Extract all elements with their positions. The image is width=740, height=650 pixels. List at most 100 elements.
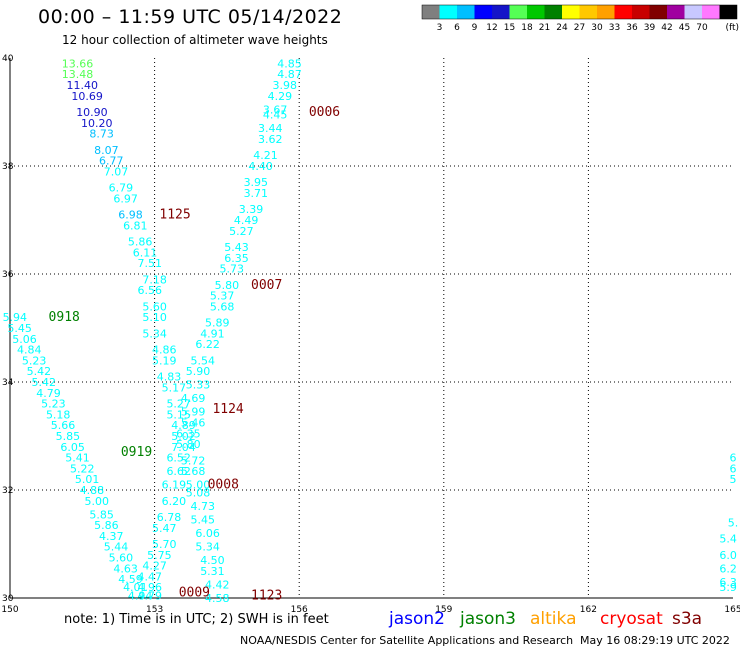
wave-height-point: 5.37: [210, 290, 235, 303]
wave-height-point: 5.19: [152, 354, 177, 367]
wave-height-point: 13.48: [62, 68, 94, 81]
wave-height-point: 4.79: [138, 589, 163, 602]
credit-line: NOAA/NESDIS Center for Satellite Applica…: [240, 634, 574, 647]
wave-height-point: 4.42: [205, 579, 230, 592]
wave-height-point: 5.70: [152, 538, 177, 551]
wave-height-point: 6.97: [113, 192, 138, 205]
wave-height-point: 6: [730, 462, 737, 475]
data-points: 13.6613.4811.4010.6910.9010.208.738.076.…: [3, 57, 739, 605]
colorbar-label: 15: [504, 23, 515, 33]
wave-height-point: 13.66: [62, 57, 94, 70]
wave-height-point: 5.60: [142, 300, 167, 313]
wave-height-point: 4.88: [80, 484, 105, 497]
wave-height-point: 5.42: [27, 365, 52, 378]
pass-labels: 0006 1125 0007 0918 1124 0919 0008 0009 1123: [49, 105, 341, 603]
wave-height-point: 6.78: [157, 511, 182, 524]
colorbar-label: 30: [591, 23, 603, 33]
wave-height-point: 5.90: [186, 365, 211, 378]
wave-height-point: 4.63: [113, 562, 138, 575]
wave-height-point: 6.56: [138, 284, 163, 297]
wave-height-point: 5.86: [128, 236, 153, 249]
wave-height-point: 5.23: [22, 354, 47, 367]
colorbar-swatch: [492, 5, 510, 19]
wave-height-point: 5.44: [104, 541, 129, 554]
wave-height-point: 10.90: [76, 106, 108, 119]
colorbar-swatch: [684, 5, 702, 19]
wave-height-point: 4.83: [157, 371, 182, 384]
wave-height-point: 5.08: [186, 487, 211, 500]
legend-cryosat: cryosat: [600, 609, 663, 629]
wave-height-point: 5.45: [7, 322, 32, 335]
wave-height-point: 5.27: [166, 398, 191, 411]
wave-height-point: 6.20: [162, 495, 187, 508]
pass-label: 0918: [49, 310, 80, 325]
pass-label: 0009: [179, 586, 210, 601]
wave-height-point: 5.18: [46, 408, 71, 421]
wave-height-point: 4.87: [277, 68, 302, 81]
wave-height-point: 6.62: [166, 465, 191, 478]
colorbar-label: 36: [626, 23, 638, 33]
wave-height-point: 8.73: [89, 128, 114, 141]
x-tick-label: 162: [580, 605, 597, 615]
wave-height-point: 5.94: [3, 311, 28, 324]
wave-height-point: 5.00: [85, 495, 110, 508]
wave-height-point: 4.94: [128, 589, 153, 602]
wave-height-point: 10.69: [71, 90, 103, 103]
wave-height-point: 4.40: [248, 160, 273, 173]
wave-height-point: 4.37: [99, 530, 124, 543]
wave-height-point: 5.45: [191, 514, 216, 527]
legend-jason2: jason2: [389, 609, 445, 629]
colorbar-unit: (ft): [726, 23, 740, 33]
wave-height-point: 4.59: [118, 573, 143, 586]
pass-label: 0006: [309, 105, 340, 120]
footer-note: note: 1) Time is in UTC; 2) SWH is in fe…: [64, 612, 329, 627]
wave-height-point: 7.18: [142, 273, 167, 286]
wave-height-point: 4.21: [253, 149, 278, 162]
wave-height-point: 7.51: [138, 257, 163, 270]
colorbar-swatch: [614, 5, 632, 19]
wave-height-point: 4.50: [200, 554, 225, 567]
wave-height-point: 5.: [728, 516, 739, 529]
wave-height-point: 5.73: [219, 263, 244, 276]
wave-height-point: 5.15: [166, 408, 191, 421]
wave-height-point: 6.19: [162, 479, 187, 492]
wave-height-point: 6: [730, 452, 737, 465]
wave-height-point: 4.86: [152, 344, 177, 357]
wave-height-point: 5.4: [719, 533, 737, 546]
wave-height-point: 5.06: [12, 333, 37, 346]
color-scale-legend: 3 6 9 12 15 18 21 24 27 30 33 36 39 42 45 70 (ft): [421, 4, 740, 33]
wave-height-point: 4.85: [277, 57, 302, 70]
pass-label: 0008: [208, 478, 239, 493]
wave-height-point: 5.66: [51, 419, 76, 432]
wave-height-point: 5.23: [41, 398, 66, 411]
y-tick-label: 40: [2, 54, 14, 64]
wave-height-point: 4.45: [263, 109, 288, 122]
pass-label: 1125: [159, 208, 190, 223]
colorbar-swatch: [649, 5, 667, 19]
wave-height-point: 4.84: [17, 344, 42, 357]
pass-label: 0919: [121, 445, 152, 460]
wave-height-point: 4.89: [171, 419, 196, 432]
wave-height-point: 5.47: [152, 522, 177, 535]
wave-height-point: 6.22: [195, 338, 220, 351]
wave-height-point: 4.73: [191, 500, 216, 513]
y-tick-label: 34: [2, 378, 14, 388]
colorbar-label: 12: [486, 23, 497, 33]
x-tick-label: 159: [435, 605, 452, 615]
wave-height-point: 6.77: [99, 155, 124, 168]
wave-height-point: 4.69: [181, 392, 206, 405]
y-tick-label: 32: [2, 486, 13, 496]
colorbar-swatch: [509, 5, 527, 19]
wave-height-point: 3.62: [258, 133, 283, 146]
wave-height-point: 5.02: [171, 430, 196, 443]
wave-height-point: 10.20: [81, 117, 113, 130]
wave-height-point: 5.68: [210, 300, 235, 313]
wave-height-point: 5.99: [181, 406, 206, 419]
wave-height-point: 5.80: [215, 279, 240, 292]
colorbar-swatch: [579, 5, 597, 19]
colorbar-swatch: [597, 5, 615, 19]
wave-height-point: 4.27: [142, 560, 167, 573]
colorbar-label: 18: [521, 23, 533, 33]
wave-height-point: 4.58: [205, 592, 230, 605]
